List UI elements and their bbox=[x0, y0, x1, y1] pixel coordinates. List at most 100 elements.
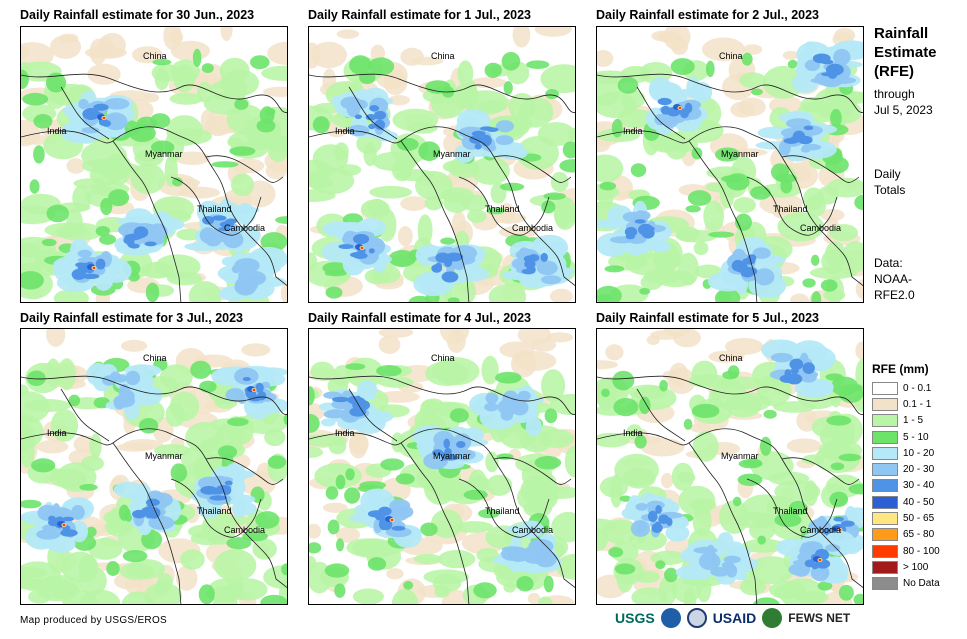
panel-title-5: Daily Rainfall estimate for 4 Jul., 2023 bbox=[308, 311, 532, 325]
data-source-2: RFE2.0 bbox=[874, 288, 915, 302]
legend-swatch bbox=[872, 430, 898, 444]
legend-swatch bbox=[872, 495, 898, 509]
panel-title-6: Daily Rainfall estimate for 5 Jul., 2023 bbox=[596, 311, 820, 325]
place-label-cambodia: Cambodia bbox=[800, 525, 842, 535]
place-label-china: China bbox=[719, 353, 743, 363]
legend-label: 80 - 100 bbox=[903, 545, 940, 557]
legend-label: 5 - 10 bbox=[903, 431, 929, 443]
legend-label: 0.1 - 1 bbox=[903, 398, 932, 410]
place-label-cambodia: Cambodia bbox=[800, 223, 842, 233]
legend-swatch bbox=[872, 512, 898, 526]
legend-item: 5 - 10 bbox=[872, 429, 940, 445]
usgs-logo: USGS bbox=[615, 610, 655, 626]
place-label-myanmar: Myanmar bbox=[433, 451, 471, 461]
logo-strip: USGS USAID FEWS NET bbox=[615, 608, 850, 628]
rainfall-map-3: China India Myanmar Thailand Cambodia bbox=[596, 26, 864, 303]
place-label-cambodia: Cambodia bbox=[224, 223, 266, 233]
legend-swatch bbox=[872, 381, 898, 395]
place-label-myanmar: Myanmar bbox=[721, 451, 759, 461]
panel-title-2: Daily Rainfall estimate for 1 Jul., 2023 bbox=[308, 8, 532, 22]
legend-item: 50 - 65 bbox=[872, 510, 940, 526]
data-source-text: Data: NOAA- RFE2.0 bbox=[874, 255, 915, 303]
legend-swatch bbox=[872, 446, 898, 460]
place-label-china: China bbox=[431, 51, 455, 61]
legend-swatch bbox=[872, 577, 898, 591]
legend-swatch bbox=[872, 479, 898, 493]
through-label: through bbox=[874, 87, 915, 101]
rainfall-map-1: China India Myanmar Thailand Cambodia bbox=[20, 26, 288, 303]
rainfall-map-6: China India Myanmar Thailand Cambodia bbox=[596, 328, 864, 605]
legend-label: 50 - 65 bbox=[903, 513, 935, 525]
panel-title-3: Daily Rainfall estimate for 2 Jul., 2023 bbox=[596, 8, 820, 22]
legend-item: 30 - 40 bbox=[872, 478, 940, 494]
legend-item: 40 - 50 bbox=[872, 494, 940, 510]
legend-label: 1 - 5 bbox=[903, 415, 924, 427]
legend-item: 65 - 80 bbox=[872, 527, 940, 543]
legend-label: 65 - 80 bbox=[903, 529, 935, 541]
legend-item: 10 - 20 bbox=[872, 445, 940, 461]
place-label-myanmar: Myanmar bbox=[145, 149, 183, 159]
legend-label: No Data bbox=[903, 578, 940, 590]
legend-swatch bbox=[872, 397, 898, 411]
place-label-thailand: Thailand bbox=[197, 506, 232, 516]
panel-title-4: Daily Rainfall estimate for 3 Jul., 2023 bbox=[20, 311, 244, 325]
legend-label: 10 - 20 bbox=[903, 447, 935, 459]
place-label-thailand: Thailand bbox=[773, 506, 808, 516]
legend-label: 40 - 50 bbox=[903, 496, 935, 508]
legend-title: RFE (mm) bbox=[872, 362, 929, 376]
data-label: Data: bbox=[874, 256, 903, 270]
noaa-logo-icon bbox=[660, 608, 681, 628]
place-label-thailand: Thailand bbox=[485, 204, 520, 214]
seal-logo-icon bbox=[686, 608, 707, 628]
place-label-india: India bbox=[47, 126, 67, 136]
place-label-india: India bbox=[47, 428, 67, 438]
fewsnet-globe-icon bbox=[762, 608, 783, 628]
usaid-logo: USAID bbox=[712, 610, 757, 626]
place-label-india: India bbox=[623, 126, 643, 136]
place-label-india: India bbox=[335, 126, 355, 136]
place-label-china: China bbox=[719, 51, 743, 61]
place-label-thailand: Thailand bbox=[197, 204, 232, 214]
rainfall-map-2: China India Myanmar Thailand Cambodia bbox=[308, 26, 576, 303]
legend-label: > 100 bbox=[903, 561, 929, 573]
legend-swatch bbox=[872, 463, 898, 477]
place-label-cambodia: Cambodia bbox=[224, 525, 266, 535]
legend-item: 80 - 100 bbox=[872, 543, 940, 559]
title-line-2: Estimate bbox=[874, 44, 937, 61]
totals-label: Totals bbox=[874, 183, 906, 197]
place-label-myanmar: Myanmar bbox=[145, 451, 183, 461]
panel-title-1: Daily Rainfall estimate for 30 Jun., 202… bbox=[20, 8, 255, 22]
legend-swatch bbox=[872, 414, 898, 428]
rainfall-map-5: China India Myanmar Thailand Cambodia bbox=[308, 328, 576, 605]
title-line-1: Rainfall bbox=[874, 25, 929, 42]
legend-label: 20 - 30 bbox=[903, 464, 935, 476]
legend-item: 0 - 0.1 bbox=[872, 380, 940, 396]
place-label-myanmar: Myanmar bbox=[721, 149, 759, 159]
legend-swatch bbox=[872, 544, 898, 558]
legend-item: 0.1 - 1 bbox=[872, 396, 940, 412]
place-label-india: India bbox=[335, 428, 355, 438]
place-label-cambodia: Cambodia bbox=[512, 525, 554, 535]
title-line-3: (RFE) bbox=[874, 63, 914, 80]
sidebar-title: Rainfall Estimate (RFE) bbox=[874, 24, 937, 81]
through-date: Jul 5, 2023 bbox=[874, 103, 933, 117]
place-label-china: China bbox=[143, 353, 167, 363]
legend-label: 0 - 0.1 bbox=[903, 382, 932, 394]
legend-swatch bbox=[872, 560, 898, 574]
place-label-china: China bbox=[431, 353, 455, 363]
place-label-myanmar: Myanmar bbox=[433, 149, 471, 159]
legend-item: 1 - 5 bbox=[872, 413, 940, 429]
data-source-1: NOAA- bbox=[874, 272, 913, 286]
place-label-india: India bbox=[623, 428, 643, 438]
place-label-cambodia: Cambodia bbox=[512, 223, 554, 233]
legend-item: 20 - 30 bbox=[872, 461, 940, 477]
daily-totals-text: Daily Totals bbox=[874, 166, 905, 198]
credit-text: Map produced by USGS/EROS bbox=[20, 615, 168, 626]
place-label-thailand: Thailand bbox=[773, 204, 808, 214]
legend-swatch bbox=[872, 528, 898, 542]
place-label-thailand: Thailand bbox=[485, 506, 520, 516]
legend: RFE (mm) 0 - 0.1 0.1 - 1 1 - 5 5 - 10 10 - 2… bbox=[872, 362, 940, 592]
legend-item: No Data bbox=[872, 576, 940, 592]
place-label-china: China bbox=[143, 51, 167, 61]
daily-label: Daily bbox=[874, 167, 901, 181]
